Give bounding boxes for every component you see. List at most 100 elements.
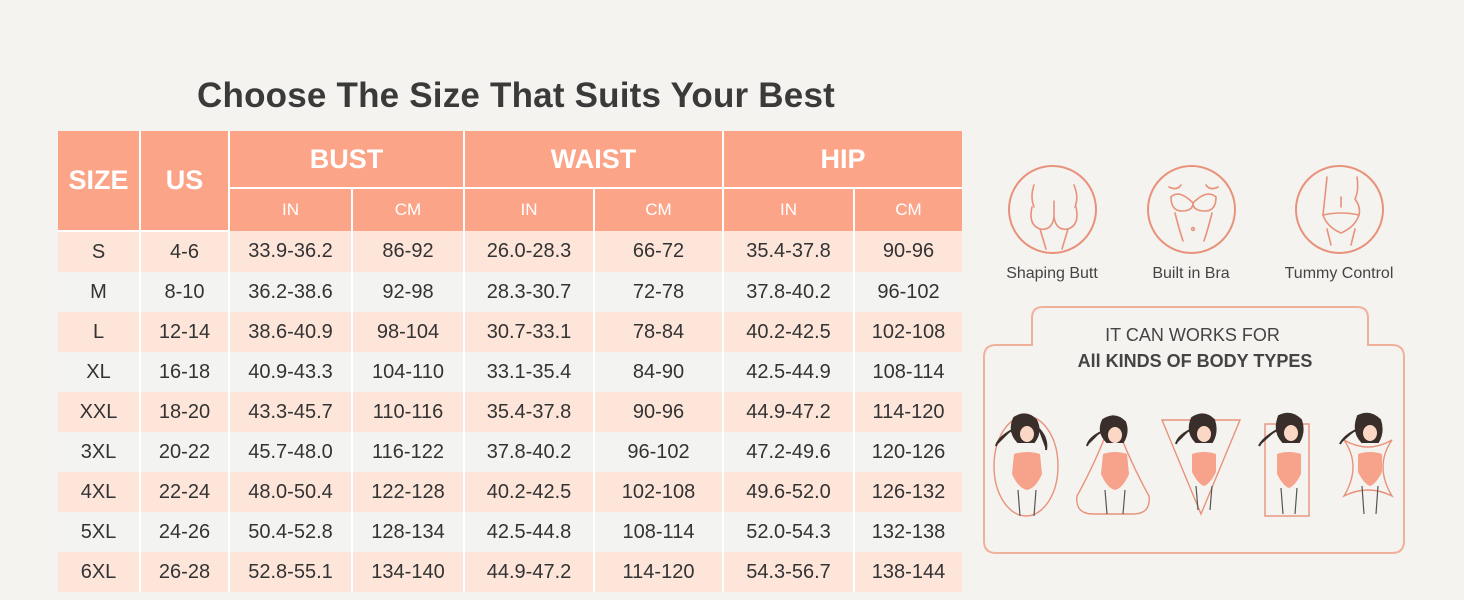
cell-waist-in: 30.7-33.1 (464, 312, 595, 352)
butt-icon (1007, 165, 1097, 254)
pear-body-icon (1076, 413, 1150, 515)
tummy-icon (1294, 165, 1384, 254)
cell-hip-in: 54.3-56.7 (723, 552, 855, 592)
cell-bust-cm: 128-134 (352, 512, 465, 552)
cell-hip-cm: 138-144 (854, 552, 963, 592)
table-row: 4XL 22-24 48.0-50.4 122-128 40.2-42.5 102-108… (58, 472, 963, 512)
cell-us: 18-20 (140, 392, 230, 432)
size-chart-table: SIZE US BUST WAIST HIP IN CM IN CM IN CM… (58, 131, 963, 592)
cell-size: S (58, 231, 141, 272)
cell-waist-cm: 114-120 (594, 552, 724, 592)
cell-waist-cm: 90-96 (594, 392, 724, 432)
cell-waist-in: 33.1-35.4 (464, 352, 595, 392)
cell-bust-in: 36.2-38.6 (229, 272, 353, 312)
cell-size: L (58, 312, 141, 352)
cell-hip-cm: 132-138 (854, 512, 963, 552)
header-bust-cm: CM (352, 188, 465, 231)
cell-waist-cm: 102-108 (594, 472, 724, 512)
cell-waist-cm: 78-84 (594, 312, 724, 352)
cell-hip-in: 44.9-47.2 (723, 392, 855, 432)
cell-hip-cm: 108-114 (854, 352, 963, 392)
header-waist: WAIST (464, 131, 724, 189)
cell-us: 12-14 (140, 312, 230, 352)
table-row: 3XL 20-22 45.7-48.0 116-122 37.8-40.2 96-102 4… (58, 432, 963, 472)
cell-size: 3XL (58, 432, 141, 472)
cell-bust-cm: 104-110 (352, 352, 465, 392)
cell-us: 8-10 (140, 272, 230, 312)
cell-us: 20-22 (140, 432, 230, 472)
table-row: XXL 18-20 43.3-45.7 110-116 35.4-37.8 90-96 44… (58, 392, 963, 432)
cell-us: 22-24 (140, 472, 230, 512)
hourglass-body-icon (1339, 412, 1394, 515)
cell-bust-cm: 116-122 (352, 432, 465, 472)
header-bust: BUST (229, 131, 465, 189)
cell-waist-in: 35.4-37.8 (464, 392, 595, 432)
cell-waist-cm: 72-78 (594, 272, 724, 312)
cell-hip-in: 42.5-44.9 (723, 352, 855, 392)
cell-bust-in: 50.4-52.8 (229, 512, 353, 552)
cell-bust-in: 40.9-43.3 (229, 352, 353, 392)
feature-tummy-control: Tummy Control (1269, 165, 1409, 283)
header-size: SIZE (58, 131, 141, 232)
cell-bust-cm: 92-98 (352, 272, 465, 312)
cell-us: 4-6 (140, 231, 230, 272)
cell-bust-cm: 122-128 (352, 472, 465, 512)
inverted-triangle-body-icon (1160, 413, 1242, 516)
cell-hip-in: 40.2-42.5 (723, 312, 855, 352)
cell-size: 6XL (58, 552, 141, 592)
cell-hip-cm: 126-132 (854, 472, 963, 512)
cell-waist-in: 28.3-30.7 (464, 272, 595, 312)
header-waist-in: IN (464, 188, 595, 231)
cell-hip-in: 47.2-49.6 (723, 432, 855, 472)
feature-built-in-bra: Built in Bra (1121, 165, 1261, 283)
cell-waist-in: 42.5-44.8 (464, 512, 595, 552)
rectangle-body-icon (1258, 412, 1310, 517)
cell-hip-cm: 96-102 (854, 272, 963, 312)
cell-waist-in: 37.8-40.2 (464, 432, 595, 472)
page-title: Choose The Size That Suits Your Best (197, 76, 835, 115)
table-row: S 4-6 33.9-36.2 86-92 26.0-28.3 66-72 35.4-37.… (58, 231, 963, 272)
body-types-line1: IT CAN WORKS FOR (1105, 325, 1280, 345)
header-us: US (140, 131, 230, 232)
header-hip: HIP (723, 131, 963, 189)
body-types-line2: All KINDS OF BODY TYPES (1077, 351, 1313, 371)
cell-us: 16-18 (140, 352, 230, 392)
table-row: L 12-14 38.6-40.9 98-104 30.7-33.1 78-84 40.2-… (58, 312, 963, 352)
table-row: 5XL 24-26 50.4-52.8 128-134 42.5-44.8 108-114… (58, 512, 963, 552)
cell-hip-in: 35.4-37.8 (723, 231, 855, 272)
header-hip-in: IN (723, 188, 855, 231)
cell-waist-cm: 66-72 (594, 231, 724, 272)
cell-waist-in: 40.2-42.5 (464, 472, 595, 512)
header-bust-in: IN (229, 188, 353, 231)
cell-bust-in: 38.6-40.9 (229, 312, 353, 352)
feature-shaping-butt: Shaping Butt (982, 165, 1122, 283)
cell-bust-in: 52.8-55.1 (229, 552, 353, 592)
table-row: 6XL 26-28 52.8-55.1 134-140 44.9-47.2 114-120… (58, 552, 963, 592)
cell-us: 26-28 (140, 552, 230, 592)
cell-bust-cm: 98-104 (352, 312, 465, 352)
cell-hip-in: 52.0-54.3 (723, 512, 855, 552)
cell-size: M (58, 272, 141, 312)
cell-bust-in: 33.9-36.2 (229, 231, 353, 272)
cell-bust-cm: 134-140 (352, 552, 465, 592)
cell-waist-in: 26.0-28.3 (464, 231, 595, 272)
cell-hip-cm: 102-108 (854, 312, 963, 352)
cell-bust-cm: 86-92 (352, 231, 465, 272)
cell-waist-cm: 96-102 (594, 432, 724, 472)
cell-waist-in: 44.9-47.2 (464, 552, 595, 592)
feature-label: Tummy Control (1284, 265, 1394, 282)
cell-us: 24-26 (140, 512, 230, 552)
feature-label: Shaping Butt (1006, 265, 1098, 282)
cell-hip-in: 49.6-52.0 (723, 472, 855, 512)
feature-label: Built in Bra (1152, 265, 1230, 282)
table-row: M 8-10 36.2-38.6 92-98 28.3-30.7 72-78 37.8-40… (58, 272, 963, 312)
cell-size: 5XL (58, 512, 141, 552)
size-chart-body: S 4-6 33.9-36.2 86-92 26.0-28.3 66-72 35.4-37.… (58, 231, 963, 592)
header-waist-cm: CM (594, 188, 724, 231)
cell-hip-cm: 120-126 (854, 432, 963, 472)
cell-bust-in: 45.7-48.0 (229, 432, 353, 472)
body-types-panel (983, 306, 1405, 554)
bra-icon (1146, 165, 1236, 254)
cell-bust-in: 48.0-50.4 (229, 472, 353, 512)
cell-hip-cm: 114-120 (854, 392, 963, 432)
